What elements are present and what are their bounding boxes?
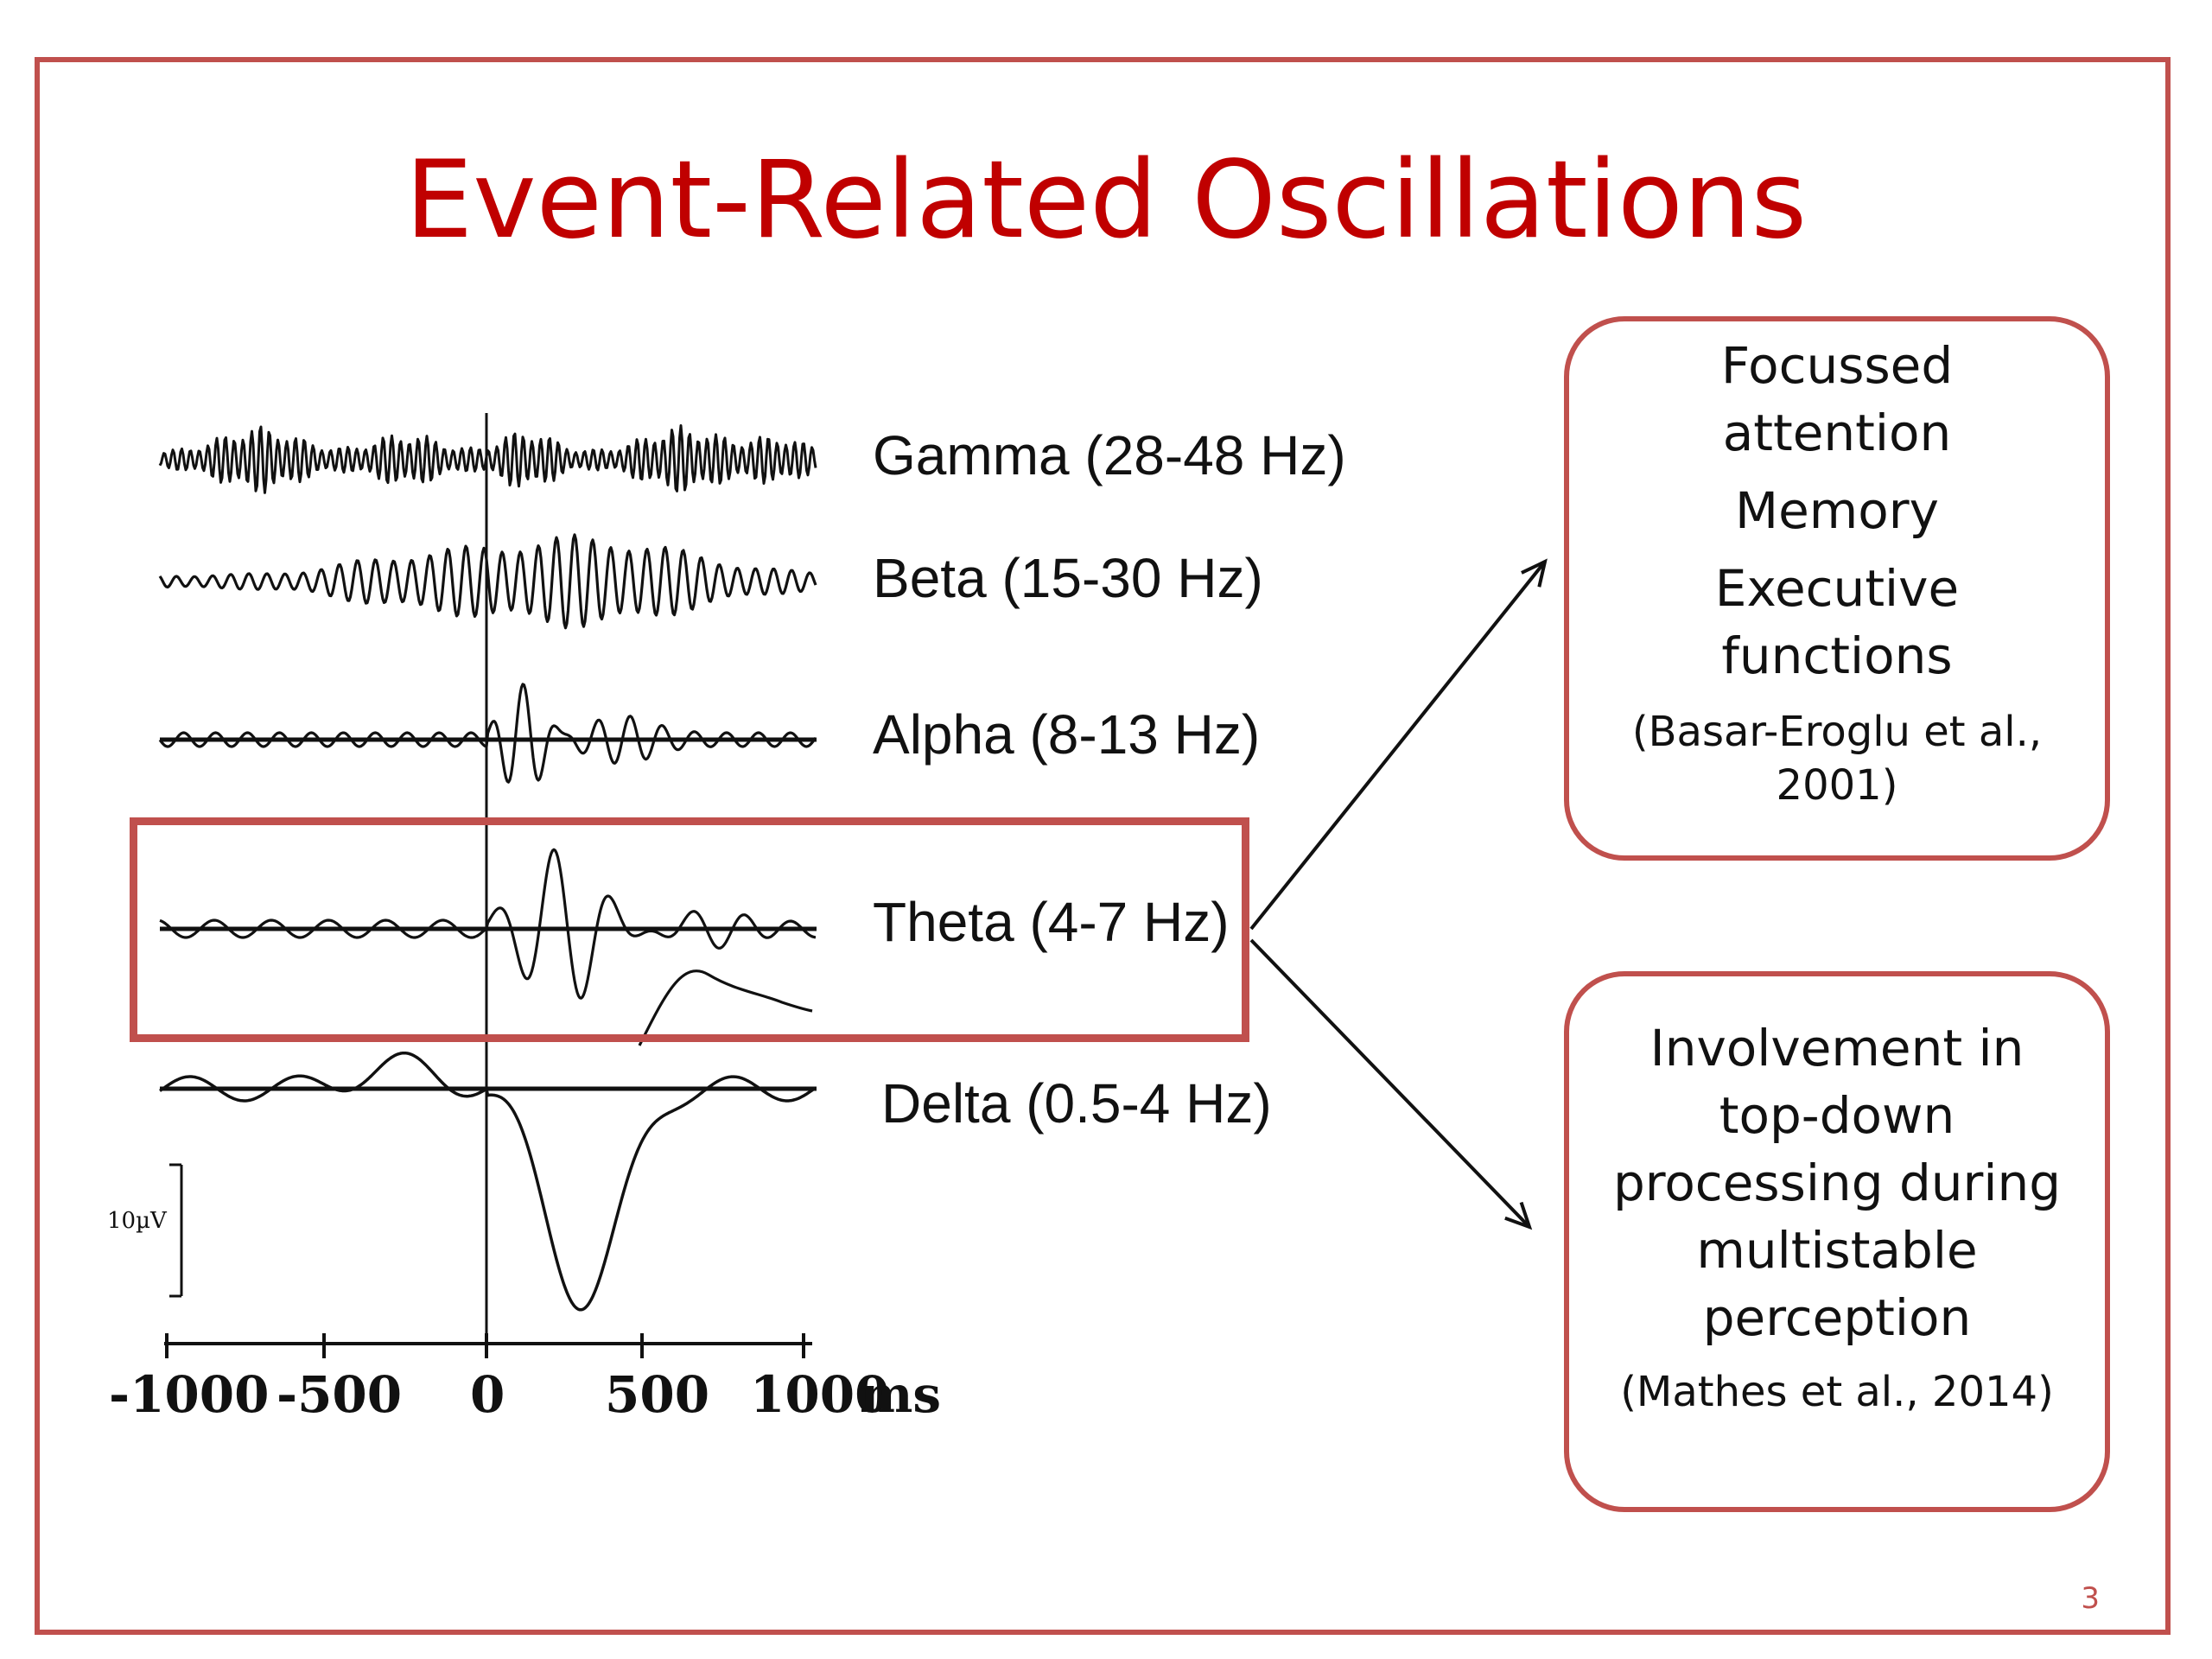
arrow-to-functions-box-head — [1521, 558, 1548, 588]
x-tick-label: -500 — [276, 1365, 403, 1424]
multistable-perception-box: Involvement in top-down processing durin… — [1564, 971, 2110, 1512]
x-tick-label: 500 — [605, 1365, 710, 1424]
slide-number: 3 — [2081, 1581, 2100, 1616]
band-label-beta: Beta (15-30 Hz) — [873, 547, 1263, 609]
multistable-perception-text: Involvement in top-down processing durin… — [1612, 1019, 2062, 1347]
slide-title: Event-Related Oscillations — [404, 138, 1808, 263]
function-item-executive-functions: Executive functions — [1714, 559, 1960, 685]
band-label-alpha: Alpha (8-13 Hz) — [873, 703, 1261, 766]
arrow-to-functions-box — [1249, 560, 1547, 931]
amplitude-scale-label: 10µV — [107, 1208, 167, 1234]
functions-box: Focussed attention Memory Executive func… — [1564, 316, 2110, 861]
theta-highlight-box — [130, 817, 1249, 1042]
function-item-focussed-attention: Focussed attention — [1720, 336, 1954, 462]
theta-drift-trace — [638, 969, 813, 1046]
function-item-memory: Memory — [1735, 481, 1939, 540]
reference-basar-eroglu: (Basar-Eroglu et al., 2001) — [1631, 708, 2043, 810]
reference-mathes: (Mathes et al., 2014) — [1620, 1368, 2054, 1416]
x-tick-label: 1000 — [750, 1365, 890, 1424]
band-label-gamma: Gamma (28-48 Hz) — [873, 424, 1346, 486]
x-tick-label: -1000 — [109, 1365, 270, 1424]
band-label-delta: Delta (0.5-4 Hz) — [881, 1072, 1272, 1135]
x-unit-label: ms — [860, 1365, 942, 1424]
arrow-to-multistable-box — [1249, 938, 1531, 1229]
band-label-theta: Theta (4-7 Hz) — [873, 891, 1230, 953]
arrow-to-multistable-box-head — [1504, 1201, 1533, 1230]
x-tick-label: 0 — [470, 1365, 505, 1424]
slide-frame — [35, 57, 2171, 1635]
